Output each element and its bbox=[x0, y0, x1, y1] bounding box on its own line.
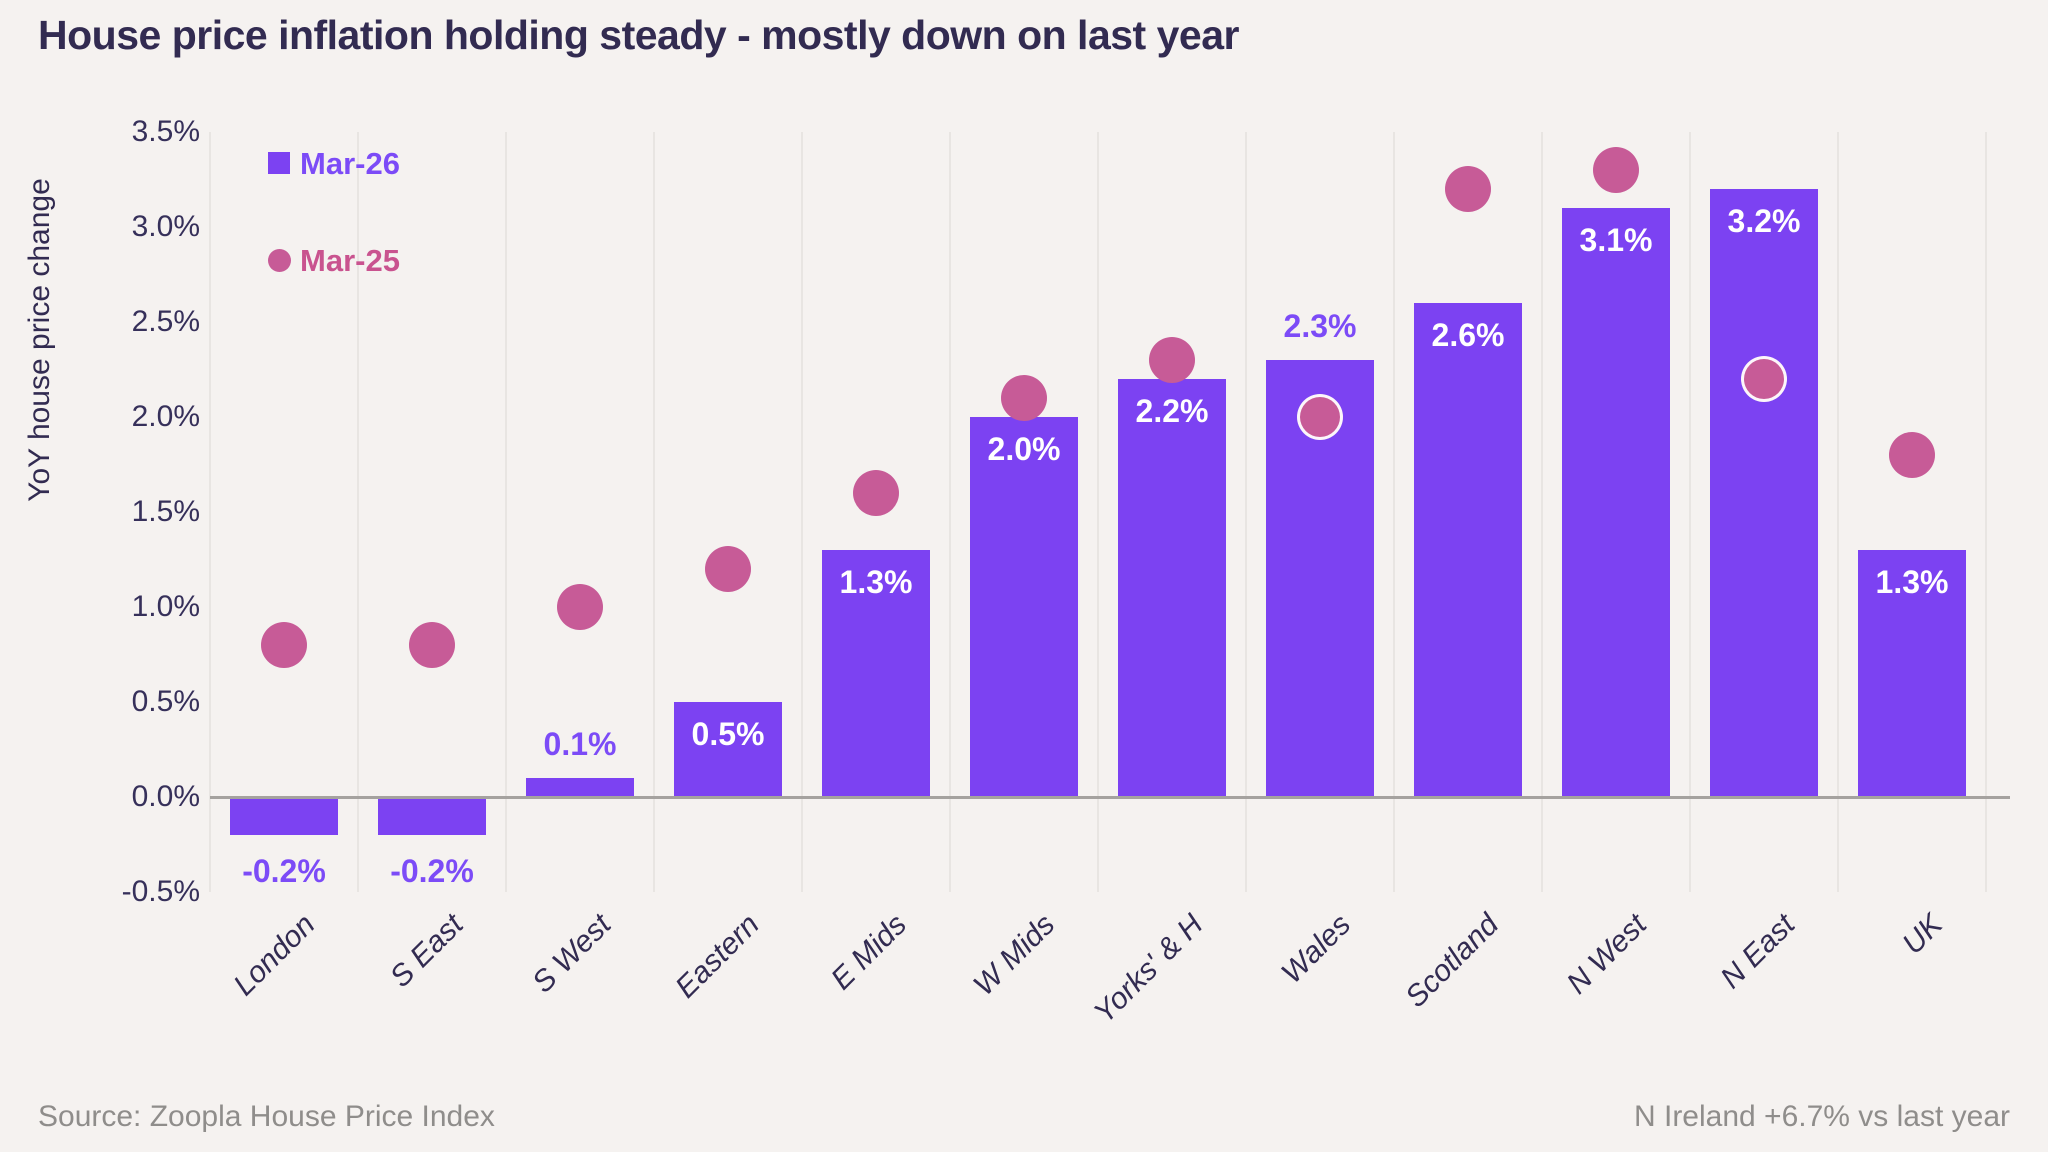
bar-value-label: 0.5% bbox=[691, 716, 765, 752]
x-axis-label: UK bbox=[1896, 908, 1950, 961]
vertical-gridline bbox=[209, 132, 211, 892]
bar-value-label: 2.0% bbox=[987, 431, 1061, 467]
scatter-dot bbox=[1741, 356, 1787, 402]
y-tick-label: 3.0% bbox=[131, 210, 200, 243]
scatter-dot bbox=[1445, 166, 1491, 212]
bar-yorks-h bbox=[1118, 379, 1226, 797]
scatter-dot bbox=[1889, 432, 1935, 478]
x-axis-label: W Mids bbox=[967, 908, 1062, 1003]
zero-axis-line bbox=[210, 796, 2010, 799]
x-axis-label: N East bbox=[1714, 908, 1802, 995]
x-axis-label: Wales bbox=[1275, 908, 1358, 990]
bar-n-east bbox=[1710, 189, 1818, 797]
vertical-gridline bbox=[1837, 132, 1839, 892]
bar-w-mids bbox=[970, 417, 1078, 797]
bar-value-label: -0.2% bbox=[242, 853, 326, 889]
legend-label-mar-26: Mar-26 bbox=[300, 146, 400, 181]
bar-value-label: 2.2% bbox=[1135, 393, 1209, 429]
x-axis-label: Eastern bbox=[668, 908, 766, 1005]
vertical-gridline bbox=[1245, 132, 1247, 892]
bar-value-label: 3.1% bbox=[1579, 222, 1653, 258]
legend-square-marker bbox=[268, 152, 290, 174]
bar-london bbox=[230, 797, 338, 835]
vertical-gridline bbox=[801, 132, 803, 892]
scatter-dot bbox=[853, 470, 899, 516]
bar-value-label: 2.3% bbox=[1283, 308, 1357, 344]
y-tick-label: 2.5% bbox=[131, 305, 200, 338]
x-axis-label: Scotland bbox=[1399, 908, 1506, 1014]
bar-s-east bbox=[378, 797, 486, 835]
bar-value-label: 3.2% bbox=[1727, 203, 1801, 239]
scatter-dot bbox=[705, 546, 751, 592]
vertical-gridline bbox=[1541, 132, 1543, 892]
y-tick-label: 1.0% bbox=[131, 590, 200, 623]
vertical-gridline bbox=[357, 132, 359, 892]
bar-value-label: 0.1% bbox=[543, 726, 617, 762]
vertical-gridline bbox=[1393, 132, 1395, 892]
bar-value-label: -0.2% bbox=[390, 853, 474, 889]
bar-value-label: 1.3% bbox=[1875, 564, 1949, 600]
vertical-gridline bbox=[653, 132, 655, 892]
x-axis-label: S East bbox=[383, 908, 470, 994]
x-axis-label: S West bbox=[526, 908, 618, 1000]
scatter-dot bbox=[261, 622, 307, 668]
n-ireland-note: N Ireland +6.7% vs last year bbox=[1633, 1100, 2010, 1133]
bar-scotland bbox=[1414, 303, 1522, 797]
scatter-dot bbox=[409, 622, 455, 668]
legend-circle-marker bbox=[268, 249, 291, 272]
bar-eastern bbox=[674, 702, 782, 797]
bar-uk bbox=[1858, 550, 1966, 797]
x-axis-label: E Mids bbox=[825, 908, 914, 997]
bar-value-label: 1.3% bbox=[839, 564, 913, 600]
bar-value-label: 2.6% bbox=[1431, 317, 1505, 353]
vertical-gridline bbox=[949, 132, 951, 892]
bar-s-west bbox=[526, 778, 634, 797]
scatter-dot bbox=[557, 584, 603, 630]
y-tick-label: 3.5% bbox=[131, 115, 200, 148]
source-note: Source: Zoopla House Price Index bbox=[38, 1100, 495, 1133]
scatter-dot bbox=[1593, 147, 1639, 193]
legend-label-mar-25: Mar-25 bbox=[300, 243, 400, 278]
x-axis-label: London bbox=[227, 908, 322, 1003]
y-tick-label: 0.0% bbox=[131, 780, 200, 813]
scatter-dot bbox=[1149, 337, 1195, 383]
scatter-dot bbox=[1297, 394, 1343, 440]
vertical-gridline bbox=[1097, 132, 1099, 892]
x-axis-label: Yorks' & H bbox=[1087, 908, 1210, 1030]
chart-title: House price inflation holding steady - m… bbox=[38, 12, 1239, 58]
y-tick-label: 0.5% bbox=[131, 685, 200, 718]
x-axis-label: N West bbox=[1560, 908, 1654, 1001]
vertical-gridline bbox=[1985, 132, 1987, 892]
y-tick-label: 1.5% bbox=[131, 495, 200, 528]
bar-n-west bbox=[1562, 208, 1670, 797]
vertical-gridline bbox=[1689, 132, 1691, 892]
bar-e-mids bbox=[822, 550, 930, 797]
y-tick-label: 2.0% bbox=[131, 400, 200, 433]
scatter-dot bbox=[1001, 375, 1047, 421]
y-tick-label: -0.5% bbox=[121, 875, 200, 908]
vertical-gridline bbox=[505, 132, 507, 892]
